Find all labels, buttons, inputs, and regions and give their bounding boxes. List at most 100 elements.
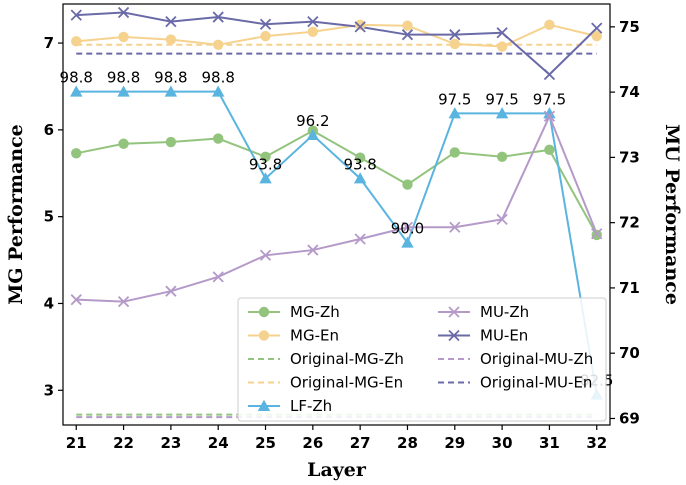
legend-label-mu-en: MU-En bbox=[480, 327, 528, 345]
point-lf-zh-25 bbox=[259, 172, 272, 184]
legend-marker-mu-zh bbox=[448, 306, 460, 318]
point-mu-en-32 bbox=[591, 22, 603, 34]
data-labels-layer: 98.8 98.8 98.8 98.8 93.8 96.2 93.8 90.0 97.5 97.5… bbox=[60, 69, 614, 390]
legend-marker-lf-zh bbox=[257, 399, 271, 411]
point-lf-zh-22 bbox=[117, 85, 130, 97]
point-mu-en-28 bbox=[401, 29, 414, 41]
x-tick-label-30: 30 bbox=[492, 434, 513, 452]
point-mg-en-30 bbox=[496, 41, 508, 52]
data-label-lf-zh-31: 97.5 bbox=[533, 90, 566, 108]
point-lf-zh-21 bbox=[70, 85, 83, 97]
series-line-mu-zh bbox=[76, 113, 598, 303]
point-mu-en-30 bbox=[496, 27, 508, 39]
point-mu-en-22 bbox=[117, 6, 130, 19]
point-mg-en-22 bbox=[118, 31, 129, 43]
x-tick-label-23: 23 bbox=[160, 434, 181, 452]
legend: MG-Zh MG-En Original-MG-Zh Original-MG-En LF… bbox=[237, 297, 607, 422]
point-mu-zh-25 bbox=[259, 249, 272, 261]
x-tick-label-29: 29 bbox=[444, 434, 465, 452]
legend-label-original-mu-zh: Original-MU-Zh bbox=[480, 350, 593, 368]
x-tick-label-31: 31 bbox=[539, 434, 560, 452]
point-mg-zh-23 bbox=[165, 136, 177, 148]
data-label-lf-zh-21: 98.8 bbox=[60, 69, 93, 87]
point-mu-en-31 bbox=[543, 68, 556, 81]
point-mg-zh-21 bbox=[71, 148, 82, 159]
right-y-tick-label-70: 70 bbox=[619, 344, 640, 362]
right-y-tick-label-71: 71 bbox=[619, 279, 640, 297]
legend-label-original-mu-en: Original-MU-En bbox=[480, 374, 592, 392]
point-lf-zh-23 bbox=[164, 85, 178, 97]
plot-area-border bbox=[62, 3, 611, 426]
legend-label-mg-en: MG-En bbox=[290, 327, 339, 345]
point-mg-en-32 bbox=[591, 30, 602, 42]
data-label-lf-zh-27: 93.8 bbox=[343, 155, 376, 173]
point-mu-en-25 bbox=[259, 18, 272, 30]
legend-label-original-mg-en: Original-MG-En bbox=[290, 374, 403, 392]
point-mg-zh-22 bbox=[118, 138, 129, 149]
x-tick-label-21: 21 bbox=[66, 434, 87, 452]
point-mg-zh-29 bbox=[449, 147, 460, 158]
left-y-tick-label-6: 6 bbox=[44, 121, 54, 139]
point-mg-en-28 bbox=[402, 20, 413, 31]
point-mu-zh-28 bbox=[401, 221, 414, 233]
x-tick-label-27: 27 bbox=[350, 434, 371, 452]
data-label-lf-zh-25: 93.8 bbox=[249, 155, 282, 173]
legend-label-mg-zh: MG-Zh bbox=[290, 303, 340, 321]
point-lf-zh-31 bbox=[543, 107, 556, 119]
right-y-tick-label-75: 75 bbox=[619, 18, 640, 36]
right-y-tick-label-69: 69 bbox=[619, 409, 640, 427]
x-axis-ticks: 21 22 23 24 25 26 27 28 29 30 31 32 bbox=[66, 425, 607, 452]
point-mu-en-21 bbox=[70, 9, 82, 21]
series-line-mg-en bbox=[76, 23, 597, 48]
right-y-tick-label-74: 74 bbox=[619, 83, 640, 101]
point-mg-en-24 bbox=[213, 39, 224, 50]
left-y-tick-label-7: 7 bbox=[44, 34, 54, 52]
point-mg-en-25 bbox=[260, 30, 271, 42]
point-mg-en-23 bbox=[165, 34, 177, 45]
point-mu-zh-24 bbox=[212, 271, 224, 283]
plot-markers-layer bbox=[70, 6, 603, 400]
left-y-tick-label-5: 5 bbox=[44, 208, 54, 226]
legend-label-original-mg-zh: Original-MG-Zh bbox=[290, 350, 404, 368]
legend-marker-mg-zh bbox=[258, 306, 270, 318]
right-y-tick-label-73: 73 bbox=[619, 148, 640, 166]
point-mu-zh-26 bbox=[307, 244, 319, 256]
x-tick-label-32: 32 bbox=[586, 434, 607, 452]
x-tick-label-24: 24 bbox=[208, 434, 229, 452]
right-y-tick-label-72: 72 bbox=[619, 214, 640, 232]
point-mu-en-24 bbox=[212, 11, 224, 23]
point-mu-zh-29 bbox=[449, 221, 461, 233]
point-mg-zh-31 bbox=[544, 144, 555, 156]
series-line-mg-zh bbox=[76, 129, 598, 236]
point-mg-zh-30 bbox=[496, 151, 508, 162]
data-label-lf-zh-24: 98.8 bbox=[202, 69, 235, 87]
point-mg-en-26 bbox=[307, 26, 319, 37]
point-mu-zh-30 bbox=[496, 213, 508, 226]
point-mu-zh-21 bbox=[70, 294, 82, 306]
point-mu-zh-23 bbox=[165, 285, 177, 297]
point-lf-zh-27 bbox=[353, 172, 367, 184]
x-tick-label-26: 26 bbox=[302, 434, 323, 452]
point-mg-en-31 bbox=[544, 19, 555, 31]
left-y-axis-title: MG Performance bbox=[5, 124, 27, 305]
point-mg-en-21 bbox=[71, 36, 82, 47]
series-line-lf-zh bbox=[76, 90, 598, 395]
x-tick-label-22: 22 bbox=[113, 434, 134, 452]
point-mu-zh-22 bbox=[117, 296, 130, 308]
data-label-lf-zh-29: 97.5 bbox=[438, 90, 471, 108]
legend-label-mu-zh: MU-Zh bbox=[480, 303, 529, 321]
data-label-lf-zh-22: 98.8 bbox=[107, 69, 140, 87]
right-y-axis-ticks: 69 70 71 72 73 74 75 bbox=[610, 18, 640, 427]
x-tick-label-25: 25 bbox=[255, 434, 276, 452]
point-mu-zh-32 bbox=[591, 228, 603, 240]
point-lf-zh-30 bbox=[495, 107, 509, 119]
data-label-lf-zh-23: 98.8 bbox=[154, 69, 187, 87]
data-label-lf-zh-26: 96.2 bbox=[296, 112, 329, 130]
point-mg-en-29 bbox=[449, 38, 460, 50]
left-y-tick-label-3: 3 bbox=[44, 381, 54, 399]
point-mu-en-27 bbox=[354, 21, 366, 33]
data-label-lf-zh-30: 97.5 bbox=[485, 90, 518, 108]
legend-marker-mg-en bbox=[258, 330, 270, 341]
point-lf-zh-28 bbox=[401, 236, 414, 248]
